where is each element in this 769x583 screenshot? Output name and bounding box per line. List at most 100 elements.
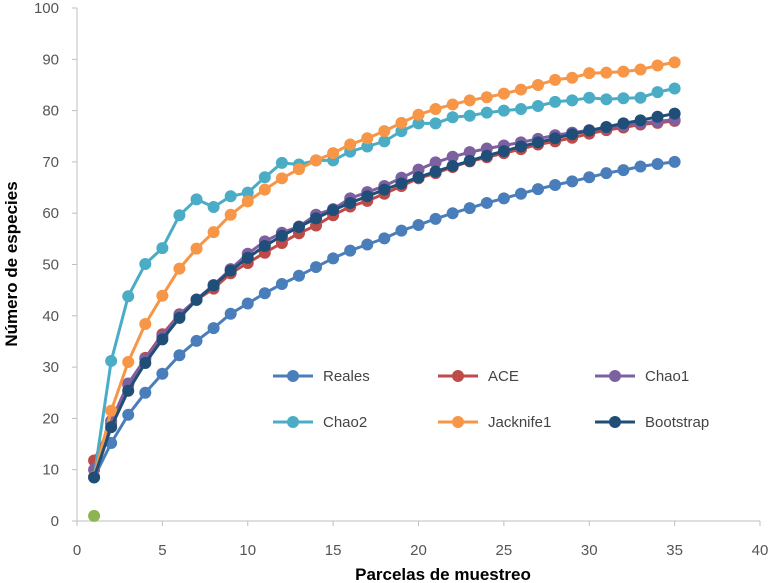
data-point-jacknife1 (105, 404, 118, 417)
data-point-chao2 (258, 171, 271, 184)
data-point-bootstrap (275, 229, 288, 242)
data-point-bootstrap (139, 356, 152, 369)
data-point-bootstrap (429, 165, 442, 178)
data-point-jacknife1 (600, 66, 613, 79)
series-layer (88, 56, 681, 522)
data-point-jacknife1 (429, 103, 442, 116)
data-point-chao1 (429, 156, 442, 169)
legend: Reales ACE Chao1 Chao2 Jacknife1 Bootstrap (273, 368, 709, 431)
data-point-jacknife1 (497, 87, 510, 100)
data-point-bootstrap (258, 240, 271, 253)
data-point-jacknife1 (241, 195, 254, 208)
data-point-bootstrap (105, 421, 118, 434)
legend-item-chao2: Chao2 (273, 414, 367, 431)
data-point-reales (566, 175, 579, 188)
data-point-jacknife1 (173, 262, 186, 275)
data-point-jacknife1 (190, 242, 203, 255)
data-point-chao2 (207, 201, 220, 214)
data-point-reales (310, 261, 323, 274)
data-point-bootstrap (463, 154, 476, 167)
data-point-reales (583, 171, 596, 184)
data-point-chao2 (429, 117, 442, 130)
data-point-reales (190, 334, 203, 347)
data-point-bootstrap (173, 311, 186, 324)
legend-label: Chao2 (323, 414, 367, 431)
data-point-reales (207, 322, 220, 335)
data-point-jacknife1 (514, 83, 527, 96)
data-point-reales (463, 202, 476, 215)
data-point-reales (429, 212, 442, 225)
data-point-bootstrap (617, 117, 630, 130)
data-point-jacknife1 (122, 355, 135, 368)
series-ace (88, 114, 681, 467)
y-tick-label: 40 (42, 308, 59, 325)
data-point-chao2 (361, 140, 374, 153)
data-point-reales (327, 252, 340, 265)
data-point-reales (173, 349, 186, 362)
data-point-chao1 (446, 150, 459, 163)
data-point-reales (292, 269, 305, 282)
data-point-jacknife1 (327, 147, 340, 160)
legend-swatch-marker (287, 370, 299, 382)
data-point-chao2 (190, 193, 203, 206)
x-tick-label: 10 (239, 542, 256, 559)
data-point-bootstrap (378, 183, 391, 196)
data-point-jacknife1 (139, 318, 152, 331)
legend-label: Bootstrap (645, 414, 709, 431)
data-point-chao2 (105, 354, 118, 367)
data-point-chao2 (634, 91, 647, 104)
series-bootstrap (88, 107, 681, 484)
data-point-bootstrap (224, 264, 237, 277)
data-point-chao2 (566, 94, 579, 107)
data-point-jacknife1 (412, 108, 425, 121)
data-point-jacknife1 (668, 56, 681, 69)
data-point-jacknife1 (532, 78, 545, 91)
legend-item-ace: ACE (438, 368, 519, 385)
data-point-reales (275, 277, 288, 290)
data-point-bootstrap (668, 107, 681, 120)
data-point-reales (344, 244, 357, 257)
data-point-bootstrap (566, 128, 579, 141)
data-point-chao2 (378, 135, 391, 148)
series-jacknife1 (88, 56, 681, 483)
data-point-jacknife1 (395, 116, 408, 129)
data-point-reales (668, 155, 681, 168)
x-tick-label: 25 (496, 542, 513, 559)
data-point-bootstrap (241, 251, 254, 264)
data-point-jacknife1 (344, 138, 357, 151)
data-point-bootstrap (310, 212, 323, 225)
data-point-jacknife1 (378, 125, 391, 138)
data-point-chao2 (497, 104, 510, 117)
data-point-jacknife1 (275, 172, 288, 185)
data-point-chao2 (668, 82, 681, 95)
data-point-jacknife1 (583, 67, 596, 80)
data-point-bootstrap (514, 140, 527, 153)
data-point-reales (156, 367, 169, 380)
series-extra-point (88, 509, 101, 522)
data-point-reales (634, 160, 647, 173)
data-point-bootstrap (190, 293, 203, 306)
data-point-jacknife1 (446, 98, 459, 111)
data-point-bootstrap (532, 136, 545, 149)
y-tick-label: 20 (42, 410, 59, 427)
data-point-chao2 (600, 93, 613, 106)
y-tick-label: 10 (42, 462, 59, 479)
data-point-chao2 (412, 117, 425, 130)
data-point-jacknife1 (292, 163, 305, 176)
data-point-bootstrap (600, 121, 613, 134)
data-point-chao2 (617, 92, 630, 105)
data-point-reales (412, 218, 425, 231)
data-point-reales (446, 207, 459, 220)
legend-item-reales: Reales (273, 368, 370, 385)
data-point-chao2 (532, 99, 545, 112)
y-tick-label: 60 (42, 205, 59, 222)
data-point-chao2 (480, 106, 493, 119)
y-axis-title: Número de especies (2, 181, 21, 346)
data-point-reales (532, 183, 545, 196)
legend-label: Reales (323, 368, 370, 385)
data-point-chao2 (583, 91, 596, 104)
y-tick-label: 80 (42, 103, 59, 120)
legend-label: Chao1 (645, 368, 689, 385)
